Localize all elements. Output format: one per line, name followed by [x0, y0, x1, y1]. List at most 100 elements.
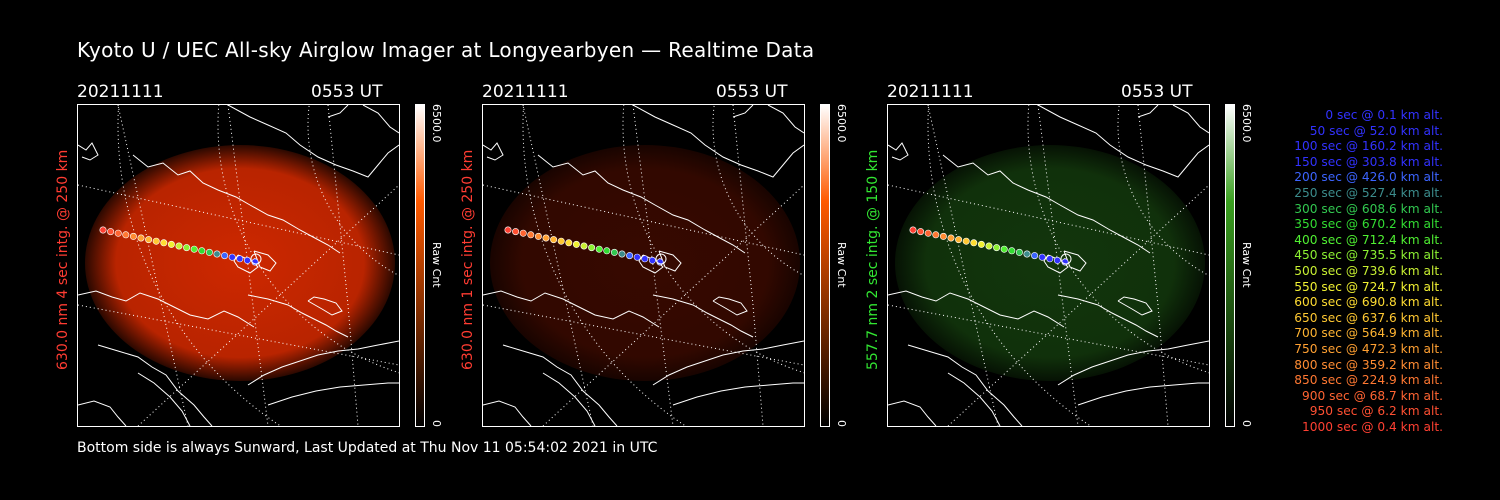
trajectory-dot — [962, 237, 970, 245]
panel-time: 0553 UT — [1121, 82, 1193, 102]
lat-lon-grid — [483, 105, 804, 426]
trajectory-dot — [107, 228, 115, 236]
legend-row: 750 sec @ 472.3 km alt. — [1294, 341, 1443, 356]
trajectory-dot — [924, 229, 932, 237]
trajectory-legend: 0 sec @ 0.1 km alt. 50 sec @ 52.0 km alt.… — [1260, 108, 1443, 435]
all-sky-image-panel — [887, 104, 1210, 427]
trajectory-dot — [1038, 253, 1046, 261]
trajectory-dot — [145, 236, 153, 244]
trajectory-dot — [183, 244, 191, 252]
trajectory-dot — [977, 240, 985, 248]
trajectory-dot — [527, 231, 535, 239]
trajectory-dot — [152, 237, 160, 245]
colorbar-max-label: 6500.0 — [1240, 104, 1253, 143]
trajectory-dot — [198, 247, 206, 255]
trajectory-dot — [603, 247, 611, 255]
trajectory-dot — [205, 248, 213, 256]
legend-row: 200 sec @ 426.0 km alt. — [1294, 170, 1443, 185]
trajectory-dot — [917, 228, 925, 236]
wavelength-label: 630.0 nm 1 sec intg. @ 250 km — [460, 149, 476, 370]
legend-row: 900 sec @ 68.7 km alt. — [1302, 388, 1443, 403]
colorbar-unit-label: Raw Cnt — [430, 242, 443, 288]
airglow-sky-disk — [85, 145, 395, 381]
colorbar-unit-label: Raw Cnt — [835, 242, 848, 288]
legend-row: 500 sec @ 739.6 km alt. — [1294, 263, 1443, 278]
trajectory-dot — [1008, 247, 1016, 255]
legend-row: 50 sec @ 52.0 km alt. — [1309, 123, 1443, 138]
trajectory-dot — [618, 250, 626, 258]
legend-row: 700 sec @ 564.9 km alt. — [1294, 326, 1443, 341]
colorbar — [1225, 104, 1235, 427]
wavelength-label: 630.0 nm 4 sec intg. @ 250 km — [55, 149, 71, 370]
trajectory-dot — [137, 234, 145, 242]
trajectory-dot — [909, 226, 917, 234]
trajectory-dot — [190, 245, 198, 253]
all-sky-image — [78, 105, 399, 426]
trajectory-dot — [114, 229, 122, 237]
legend-row: 400 sec @ 712.4 km alt. — [1294, 232, 1443, 247]
airglow-sky-disk — [490, 145, 800, 381]
trajectory-dot — [565, 239, 573, 247]
colorbar-min-label: 0 — [1240, 420, 1253, 427]
trajectory-dot — [1053, 256, 1061, 264]
colorbar-min-label: 0 — [430, 420, 443, 427]
trajectory-dot — [1000, 245, 1008, 253]
trajectory-dot — [932, 231, 940, 239]
trajectory-dot — [1023, 250, 1031, 258]
legend-row: 650 sec @ 637.6 km alt. — [1294, 310, 1443, 325]
colorbar — [415, 104, 425, 427]
trajectory-dot — [588, 244, 596, 252]
trajectory-dot — [1046, 255, 1054, 263]
panel-date: 20211111 — [887, 82, 974, 102]
trajectory-dot — [167, 240, 175, 248]
trajectory-dot — [595, 245, 603, 253]
all-sky-image — [888, 105, 1209, 426]
trajectory-dot — [129, 232, 137, 240]
trajectory-dot — [99, 226, 107, 234]
trajectory-dot — [985, 242, 993, 250]
trajectory-dot — [557, 237, 565, 245]
trajectory-dot — [572, 240, 580, 248]
trajectory-dot — [626, 252, 634, 260]
trajectory-dot — [213, 250, 221, 258]
panel-time: 0553 UT — [716, 82, 788, 102]
colorbar — [820, 104, 830, 427]
trajectory-dot — [1015, 248, 1023, 256]
all-sky-image — [483, 105, 804, 426]
legend-row: 100 sec @ 160.2 km alt. — [1294, 139, 1443, 154]
legend-row: 0 sec @ 0.1 km alt. — [1325, 108, 1443, 122]
wavelength-label: 557.7 nm 2 sec intg. @ 150 km — [865, 149, 881, 370]
legend-row: 950 sec @ 6.2 km alt. — [1309, 404, 1443, 419]
trajectory-dot — [550, 236, 558, 244]
legend-row: 250 sec @ 527.4 km alt. — [1294, 185, 1443, 200]
trajectory-dot — [641, 255, 649, 263]
trajectory-dot — [580, 242, 588, 250]
trajectory-dot — [504, 226, 512, 234]
legend-row: 600 sec @ 690.8 km alt. — [1294, 295, 1443, 310]
trajectory-dot — [122, 231, 130, 239]
trajectory-dot — [228, 253, 236, 261]
trajectory-dot — [512, 228, 520, 236]
trajectory-dot — [519, 229, 527, 237]
coastlines — [483, 105, 804, 426]
trajectory-dot — [221, 252, 229, 260]
trajectory-dot — [648, 256, 656, 264]
page-title: Kyoto U / UEC All-sky Airglow Imager at … — [77, 38, 815, 62]
colorbar-max-label: 6500.0 — [835, 104, 848, 143]
lat-lon-grid — [78, 105, 399, 426]
legend-row: 550 sec @ 724.7 km alt. — [1294, 279, 1443, 294]
legend-row: 300 sec @ 608.6 km alt. — [1294, 201, 1443, 216]
legend-row: 350 sec @ 670.2 km alt. — [1294, 217, 1443, 232]
trajectory-dot — [236, 255, 244, 263]
panel-time: 0553 UT — [311, 82, 383, 102]
coastlines — [78, 105, 399, 426]
all-sky-image-panel — [77, 104, 400, 427]
trajectory-dot — [970, 239, 978, 247]
all-sky-image-panel — [482, 104, 805, 427]
legend-row: 850 sec @ 224.9 km alt. — [1294, 373, 1443, 388]
trajectory-dot — [542, 234, 550, 242]
trajectory-dot — [955, 236, 963, 244]
rocket-trajectory — [504, 226, 667, 266]
trajectory-dot — [633, 253, 641, 261]
panel-date: 20211111 — [77, 82, 164, 102]
